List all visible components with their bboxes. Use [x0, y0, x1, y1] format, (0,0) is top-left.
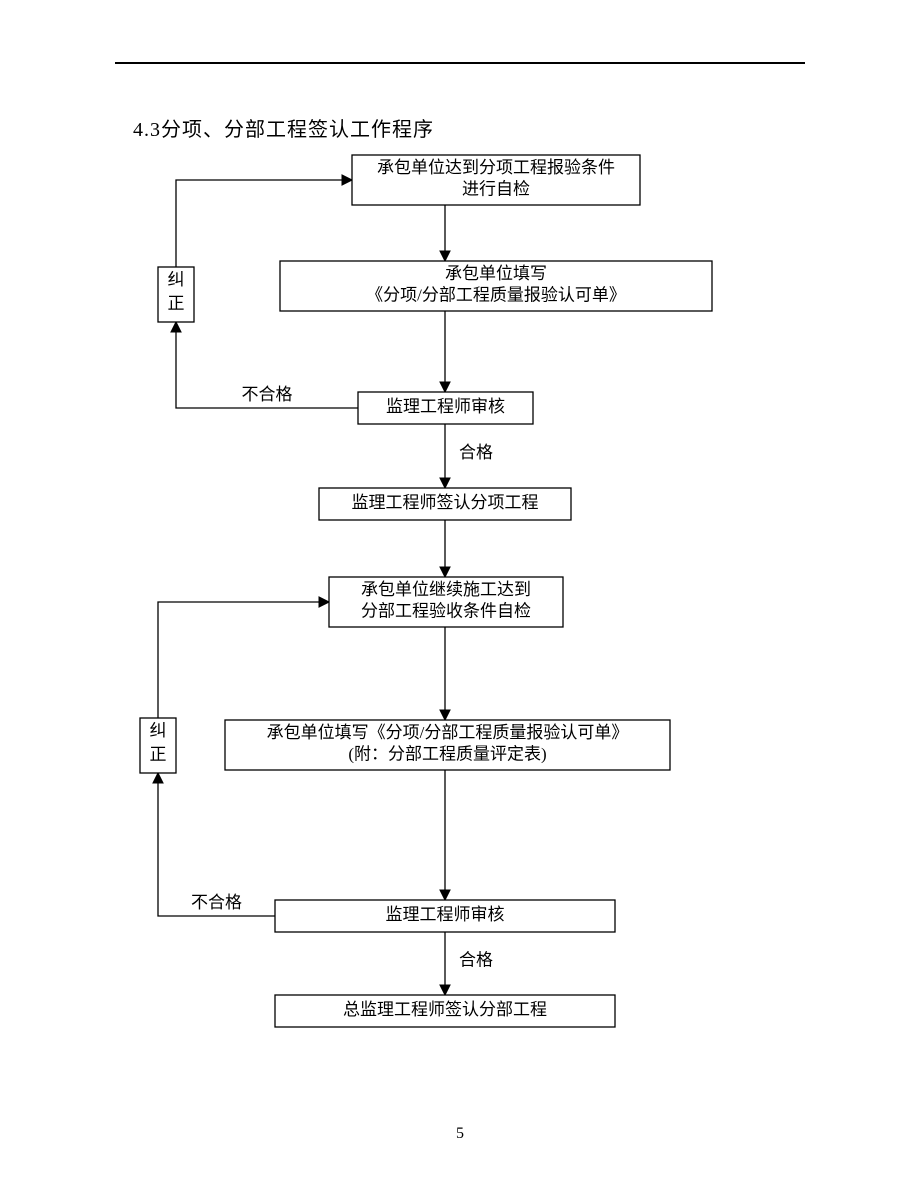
flowchart: 合格合格不合格不合格承包单位达到分项工程报验条件进行自检承包单位填写《分项/分部…	[0, 0, 920, 1191]
svg-text:纠: 纠	[168, 270, 185, 289]
svg-text:正: 正	[168, 294, 185, 313]
svg-text:(附：分部工程质量评定表): (附：分部工程质量评定表)	[348, 744, 546, 763]
svg-text:合格: 合格	[459, 951, 493, 970]
svg-text:分部工程验收条件自检: 分部工程验收条件自检	[361, 601, 531, 620]
svg-text:正: 正	[150, 745, 167, 764]
svg-text:不合格: 不合格	[242, 385, 293, 404]
svg-text:纠: 纠	[150, 721, 167, 740]
svg-text:不合格: 不合格	[191, 893, 242, 912]
svg-text:《分项/分部工程质量报验认可单》: 《分项/分部工程质量报验认可单》	[366, 285, 626, 304]
svg-text:进行自检: 进行自检	[462, 179, 530, 198]
svg-text:监理工程师签认分项工程: 监理工程师签认分项工程	[352, 493, 539, 512]
page-number: 5	[0, 1125, 920, 1143]
svg-text:总监理工程师签认分部工程: 总监理工程师签认分部工程	[343, 1000, 547, 1019]
svg-text:监理工程师审核: 监理工程师审核	[386, 905, 505, 924]
svg-text:承包单位填写: 承包单位填写	[445, 264, 547, 283]
svg-text:承包单位填写《分项/分部工程质量报验认可单》: 承包单位填写《分项/分部工程质量报验认可单》	[267, 723, 629, 742]
svg-text:合格: 合格	[459, 443, 493, 462]
svg-text:承包单位达到分项工程报验条件: 承包单位达到分项工程报验条件	[377, 158, 615, 177]
document-page: 4.3分项、分部工程签认工作程序 合格合格不合格不合格承包单位达到分项工程报验条…	[0, 0, 920, 1191]
svg-text:承包单位继续施工达到: 承包单位继续施工达到	[361, 580, 531, 599]
svg-text:监理工程师审核: 监理工程师审核	[386, 397, 505, 416]
